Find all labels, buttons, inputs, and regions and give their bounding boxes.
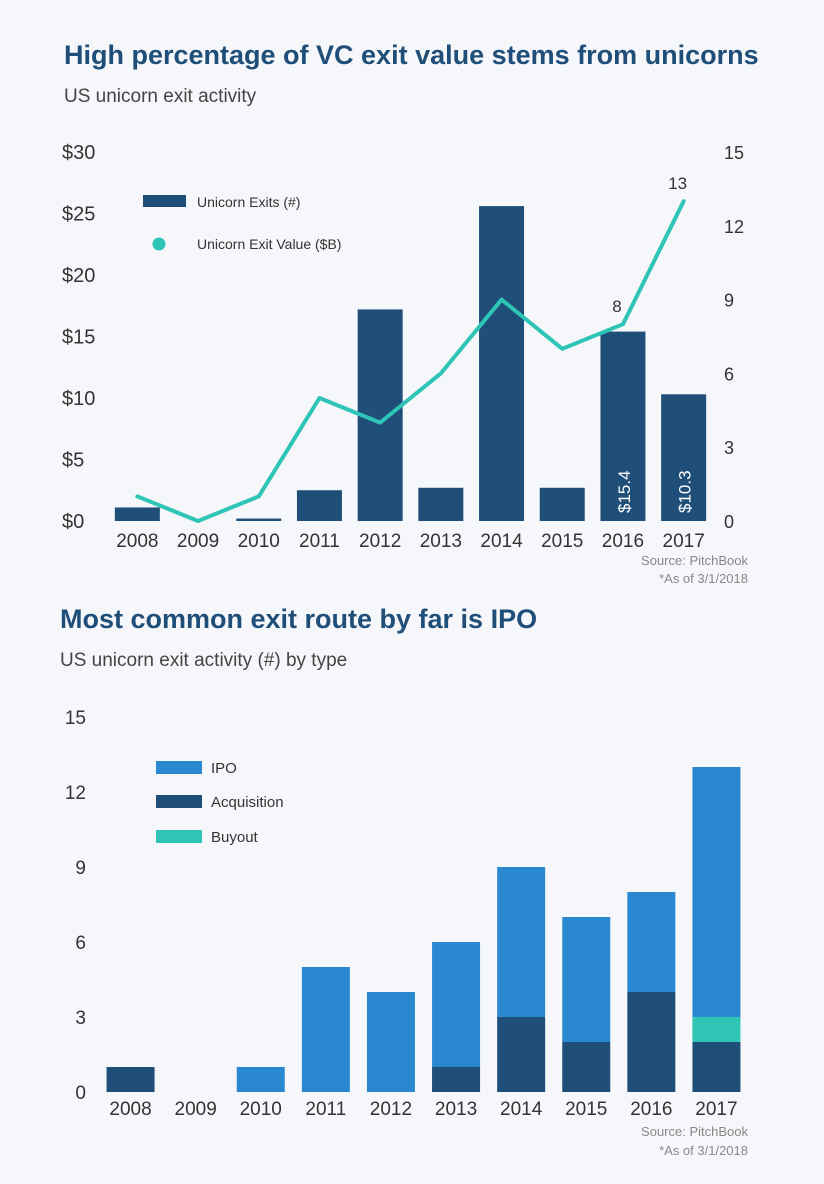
line-point-label: 8: [612, 297, 621, 316]
bar-ipo-2016: [627, 892, 676, 992]
bar-ipo-2013: [432, 942, 481, 1067]
y-left-tick-label: $25: [62, 204, 95, 226]
bar-acquisition-2017: [692, 1042, 741, 1092]
line-point-label: 13: [668, 174, 687, 193]
y-left-tick-label: $10: [62, 388, 95, 410]
y-tick-label: 15: [65, 708, 86, 729]
y-right-tick-label: 12: [724, 217, 744, 237]
legend-label-bars: Unicorn Exits (#): [197, 194, 300, 210]
x-tick-label: 2017: [663, 531, 705, 552]
x-tick-label: 2012: [370, 1099, 412, 1120]
x-tick-label: 2013: [435, 1099, 477, 1120]
bar-unicorn-exits-2008: [114, 507, 160, 521]
legend-label-acquisition: Acquisition: [211, 794, 284, 811]
y-tick-label: 6: [75, 933, 86, 954]
x-tick-label: 2016: [602, 531, 644, 552]
legend-swatch-ipo: [156, 761, 202, 774]
x-tick-label: 2008: [116, 531, 158, 552]
y-right-tick-label: 0: [724, 512, 734, 532]
bar-buyout-2017: [692, 1017, 741, 1042]
as-of-note: *As of 3/1/2018: [659, 571, 748, 586]
chart2-title: Most common exit route by far is IPO: [60, 604, 538, 634]
x-tick-label: 2008: [109, 1099, 151, 1120]
source-note: Source: PitchBook: [641, 553, 748, 568]
bar-ipo-2017: [692, 767, 741, 1017]
bar-acquisition-2015: [562, 1042, 611, 1092]
x-tick-label: 2016: [630, 1099, 672, 1120]
bar-ipo-2014: [497, 867, 546, 1017]
y-left-tick-label: $15: [62, 327, 95, 349]
bar-unicorn-exits-2013: [418, 487, 464, 521]
legend-label-line: Unicorn Exit Value ($B): [197, 236, 341, 252]
y-right-tick-label: 15: [724, 143, 744, 163]
x-tick-label: 2014: [480, 531, 523, 552]
y-right-tick-label: 6: [724, 364, 734, 384]
legend-swatch-buyout: [156, 830, 202, 843]
y-right-tick-label: 9: [724, 291, 734, 311]
x-tick-label: 2015: [565, 1099, 607, 1120]
y-tick-label: 9: [75, 858, 86, 879]
bar-unicorn-exits-2011: [296, 490, 342, 521]
y-tick-label: 3: [75, 1008, 86, 1029]
x-tick-label: 2011: [299, 531, 340, 552]
bar-acquisition-2013: [432, 1067, 481, 1092]
bar-unicorn-exits-2015: [539, 487, 585, 521]
legend-swatch-line: [152, 237, 166, 251]
legend-swatch-acquisition: [156, 795, 202, 808]
x-tick-label: 2011: [305, 1099, 346, 1120]
bar-ipo-2011: [301, 967, 350, 1092]
line-unicorn-exit-value: [135, 199, 686, 523]
x-tick-label: 2009: [177, 531, 219, 552]
y-left-tick-label: $30: [62, 142, 95, 164]
bar-value-label: $10.3: [676, 470, 695, 513]
x-tick-label: 2013: [420, 531, 462, 552]
bar-unicorn-exits-2010: [236, 518, 282, 521]
bar-unicorn-exits-2017: [661, 394, 707, 521]
bar-unicorn-exits-2014: [479, 206, 525, 521]
y-right-tick-label: 3: [724, 438, 734, 458]
legend-label-buyout: Buyout: [211, 829, 259, 846]
y-left-tick-label: $0: [62, 511, 84, 533]
bar-ipo-2015: [562, 917, 611, 1042]
x-tick-label: 2009: [175, 1099, 217, 1120]
exit-activity-combo-chart: $0 $5 $10 $15 $20 $25 $30 0 3 6 9 12 15 $15.4 $10.3 8 13…: [62, 142, 748, 586]
source-note: Source: PitchBook: [641, 1124, 748, 1139]
x-tick-label: 2015: [541, 531, 583, 552]
bar-acquisition-2014: [497, 1017, 546, 1092]
y-tick-label: 0: [75, 1083, 86, 1104]
legend-label-ipo: IPO: [211, 760, 237, 777]
x-tick-label: 2010: [240, 1099, 282, 1120]
bar-ipo-2012: [366, 992, 415, 1092]
y-tick-label: 12: [65, 783, 86, 804]
bar-acquisition-2008: [106, 1067, 155, 1092]
bar-ipo-2010: [236, 1067, 285, 1092]
y-left-tick-label: $20: [62, 265, 95, 287]
chart1-subtitle: US unicorn exit activity: [64, 86, 257, 107]
bar-value-label: $15.4: [615, 470, 634, 513]
y-left-tick-label: $5: [62, 450, 84, 472]
x-tick-label: 2012: [359, 531, 401, 552]
x-tick-label: 2017: [695, 1099, 737, 1120]
x-tick-label: 2010: [238, 531, 280, 552]
chart1-title: High percentage of VC exit value stems f…: [64, 40, 759, 70]
bar-acquisition-2016: [627, 992, 676, 1092]
chart2-subtitle: US unicorn exit activity (#) by type: [60, 650, 348, 671]
legend-swatch-bars: [143, 195, 186, 207]
as-of-note: *As of 3/1/2018: [659, 1143, 748, 1158]
bar-unicorn-exits-2016: [600, 331, 646, 521]
x-tick-label: 2014: [500, 1099, 543, 1120]
